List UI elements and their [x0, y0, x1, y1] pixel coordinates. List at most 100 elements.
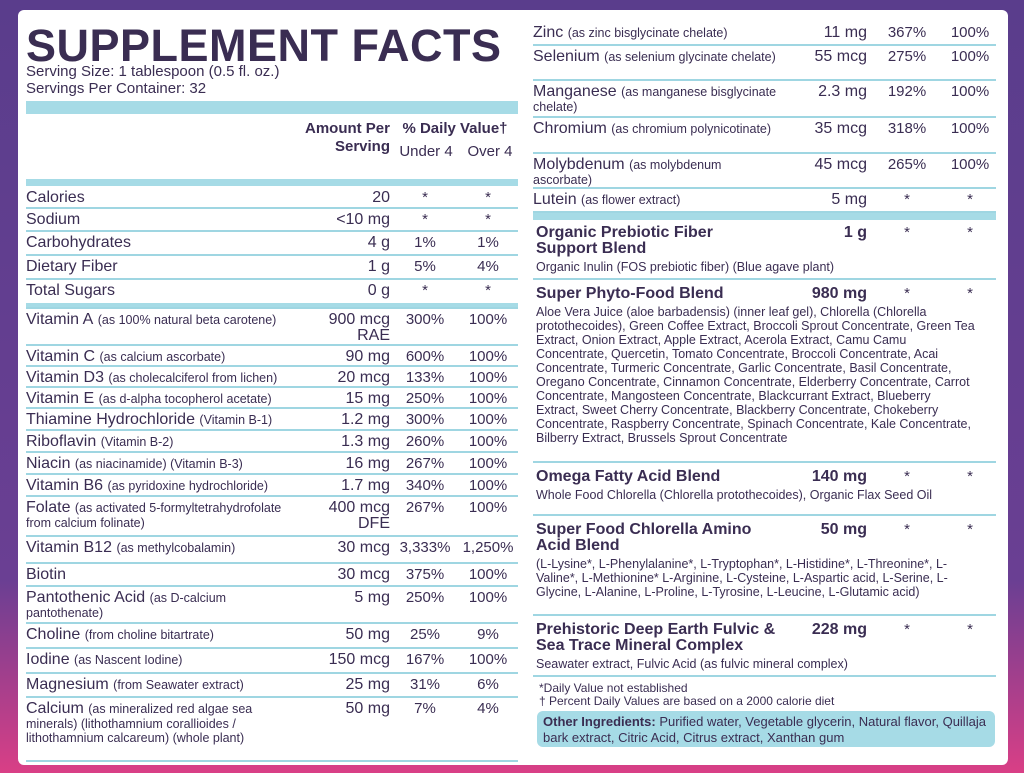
nutrient-name-box: Total Sugars — [26, 283, 310, 299]
amount: 45 mcg — [814, 156, 867, 173]
amount: 20 — [372, 189, 390, 206]
nutrient-row: Vitamin A (as 100% natural beta carotene… — [26, 309, 518, 346]
nutrient-name-box: Niacin (as niacinamide) (Vitamin B-3) — [26, 456, 300, 472]
amount: 5 mg — [354, 589, 390, 606]
dv-over: 100% — [468, 369, 508, 386]
nutrient-name: Vitamin A — [26, 311, 94, 328]
nutrient-note: (from choline bitartrate) — [84, 628, 214, 642]
amount: 15 mg — [345, 390, 390, 407]
amount: 90 mg — [345, 348, 390, 365]
dv-over: 100% — [950, 24, 990, 41]
amount: 30 mcg — [337, 539, 390, 556]
nutrient-row: Vitamin D3 (as cholecalciferol from lich… — [26, 367, 518, 388]
amount: 11 mg — [823, 24, 867, 41]
dv-over: 4% — [477, 258, 499, 275]
nutrient-note: (Vitamin B-2) — [100, 435, 174, 449]
dv-under: * — [904, 224, 910, 241]
other-label: Other Ingredients: — [543, 714, 656, 729]
dv-over: * — [485, 189, 491, 206]
amount: <10 mg — [336, 211, 390, 228]
nutrient-name-box: Sodium — [26, 212, 310, 228]
nutrient-row: Riboflavin (Vitamin B-2) 1.3 mg 260% 100% — [26, 431, 518, 453]
amount: 16 mg — [345, 455, 390, 472]
dv-under: 275% — [887, 48, 927, 65]
serving-size: Serving Size: 1 tablespoon (0.5 fl. oz.) — [26, 63, 280, 80]
dv-over: 100% — [468, 411, 508, 428]
dv-over: 100% — [468, 589, 508, 606]
blend-ingredients: (L-Lysine*, L-Phenylalanine*, L-Tryptoph… — [536, 557, 948, 599]
other-text: Purified water, Vegetable glycerin, Natu… — [543, 714, 986, 745]
amount: 30 mcg — [337, 566, 390, 583]
blend-row: Organic Prebiotic Fiber Support Blend 1 g… — [533, 222, 996, 280]
amount: 400 mcg DFE — [328, 499, 390, 532]
divider-bar — [26, 101, 518, 114]
dv-under: 265% — [887, 156, 927, 173]
dv-under: 260% — [405, 433, 445, 450]
dv-under: 267% — [405, 499, 445, 516]
nutrient-name: Dietary Fiber — [26, 258, 118, 275]
dv-under: 367% — [887, 24, 927, 41]
blend-row: Prehistoric Deep Earth Fulvic & Sea Trac… — [533, 619, 996, 677]
nutrient-note: (as activated 5-formyltetrahydrofolate f… — [26, 501, 282, 530]
footnote: † Percent Daily Values are based on a 20… — [539, 694, 835, 708]
amount: 50 mg — [345, 700, 390, 717]
nutrient-name: Calcium — [26, 700, 84, 717]
dv-under: 600% — [405, 348, 445, 365]
blend-ingredients: Seawater extract, Fulvic Acid (as fulvic… — [536, 657, 848, 671]
dv-over: 9% — [477, 626, 499, 643]
dv-over: * — [967, 468, 973, 485]
nutrient-note: (as flower extract) — [581, 193, 681, 207]
nutrient-name: Vitamin B6 — [26, 477, 104, 494]
nutrient-note: (as mineralized red algae sea minerals) … — [26, 702, 253, 745]
nutrient-name-box: Zinc (as zinc bisglycinate chelate) — [533, 25, 777, 41]
dv-over: * — [967, 621, 973, 638]
dv-under: 31% — [409, 676, 441, 693]
nutrient-note: (as zinc bisglycinate chelate) — [567, 26, 728, 40]
nutrient-name-box: Thiamine Hydrochloride (Vitamin B-1) — [26, 412, 300, 428]
blend-name: Super Food Chlorella Amino Acid Blend — [536, 521, 752, 554]
nutrient-name: Thiamine Hydrochloride — [26, 411, 195, 428]
dv-over: 1% — [477, 234, 499, 251]
nutrient-name-box: Dietary Fiber — [26, 259, 310, 275]
nutrient-note: (as calcium ascorbate) — [99, 350, 226, 364]
footnotes: *Daily Value not established † Percent D… — [539, 682, 834, 708]
nutrient-name: Carbohydrates — [26, 234, 131, 251]
dv-under: 375% — [405, 566, 445, 583]
nutrient-name-box: Vitamin B6 (as pyridoxine hydrochloride) — [26, 478, 300, 494]
nutrient-row: Choline (from choline bitartrate) 50 mg 25… — [26, 624, 518, 649]
nutrient-name-box: Lutein (as flower extract) — [533, 192, 777, 208]
amount: 1 g — [367, 258, 390, 275]
dv-over: 100% — [468, 566, 508, 583]
nutrient-note: (as selenium glycinate chelate) — [604, 50, 776, 64]
dv-header: % Daily Value† — [402, 120, 508, 137]
dv-over: 100% — [468, 390, 508, 407]
nutrient-name: Magnesium — [26, 676, 109, 693]
nutrient-name: Biotin — [26, 566, 67, 583]
amount: 150 mcg — [328, 651, 390, 668]
nutrient-name-box: Chromium (as chromium polynicotinate) — [533, 121, 777, 137]
dv-over: * — [967, 224, 973, 241]
nutrient-name-box: Folate (as activated 5-formyltetrahydrof… — [26, 500, 300, 530]
nutrient-name-box: Vitamin E (as d-alpha tocopherol acetate… — [26, 391, 300, 407]
dv-over: 100% — [950, 48, 990, 65]
nutrient-name: Manganese — [533, 83, 617, 100]
nutrient-note: (from Seawater extract) — [113, 678, 244, 692]
amount: 25 mg — [345, 676, 390, 693]
nutrient-row: Selenium (as selenium glycinate chelate)… — [533, 46, 996, 81]
nutrient-name-box: Vitamin B12 (as methylcobalamin) — [26, 540, 300, 556]
nutrient-note: (Vitamin B-1) — [199, 413, 273, 427]
nutrient-name-box: Riboflavin (Vitamin B-2) — [26, 434, 300, 450]
amount: 20 mcg — [337, 369, 390, 386]
blend-row: Super Phyto-Food Blend 980 mg * * Aloe Vera … — [533, 283, 996, 463]
nutrient-name-box: Selenium (as selenium glycinate chelate) — [533, 49, 777, 65]
dv-under: 267% — [405, 455, 445, 472]
nutrient-name-box: Vitamin C (as calcium ascorbate) — [26, 349, 300, 365]
blend-amount: 50 mg — [820, 521, 867, 538]
amount: 2.3 mg — [818, 83, 867, 100]
title: SUPPLEMENT FACTS — [26, 20, 502, 71]
blend-name: Prehistoric Deep Earth Fulvic & Sea Trac… — [536, 621, 776, 654]
blend-row: Omega Fatty Acid Blend 140 mg * * Whole Food… — [533, 466, 996, 516]
dv-under: 1% — [414, 234, 436, 251]
nutrient-row: Total Sugars 0 g * * — [26, 280, 518, 309]
